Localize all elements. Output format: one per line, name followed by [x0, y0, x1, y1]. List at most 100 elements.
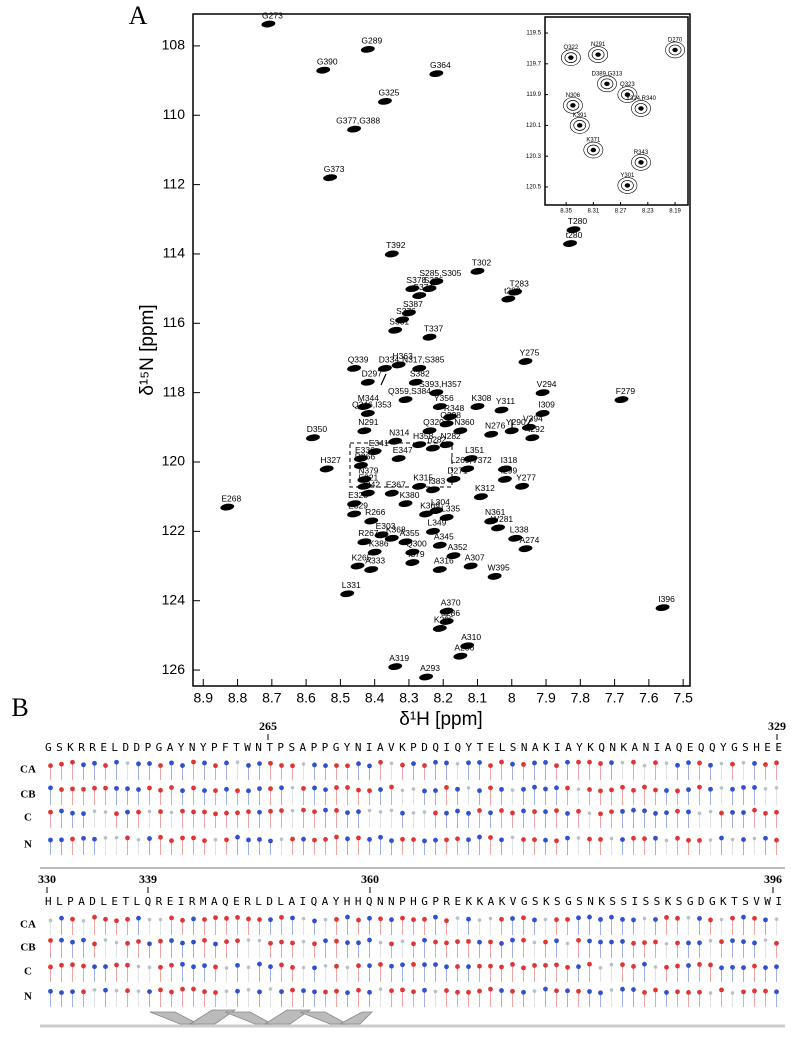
- dot: [752, 836, 757, 841]
- residue-number: 396: [764, 872, 782, 886]
- peak-label: I396: [658, 594, 675, 604]
- dot: [356, 809, 361, 815]
- dot: [158, 809, 163, 815]
- dot: [730, 761, 735, 767]
- x-tick-label: 7.6: [639, 690, 659, 706]
- dot: [521, 965, 526, 971]
- x-tick-label: 8.4: [365, 690, 385, 706]
- dot: [224, 760, 229, 766]
- dot: [741, 837, 746, 842]
- peak: [408, 378, 423, 386]
- peak-label: R343: [634, 150, 649, 156]
- peak: [401, 309, 416, 317]
- dot: [301, 786, 306, 791]
- dot: [268, 808, 273, 814]
- dot: [103, 964, 108, 970]
- dot: [356, 787, 361, 793]
- dot: [158, 917, 163, 922]
- peak-label: I383: [429, 476, 446, 486]
- dot: [191, 964, 196, 970]
- peak-label: D297: [362, 368, 383, 378]
- dot: [543, 760, 548, 765]
- dot: [246, 916, 251, 922]
- dot: [70, 989, 75, 995]
- dot: [444, 918, 449, 924]
- peak: [323, 174, 338, 182]
- dot: [631, 940, 636, 946]
- dot: [290, 987, 295, 993]
- contour-ring: [590, 147, 597, 153]
- dot: [70, 759, 75, 765]
- peak: [453, 652, 468, 660]
- dot: [81, 937, 86, 943]
- peak-label: E328: [348, 490, 368, 500]
- dot: [92, 760, 97, 766]
- peak-label: H358: [413, 431, 434, 441]
- contour-ring: [568, 55, 574, 60]
- dot: [609, 914, 614, 920]
- dot: [774, 917, 779, 921]
- dot: [752, 988, 757, 994]
- dot: [686, 940, 691, 946]
- peak: [668, 44, 682, 56]
- dot: [422, 962, 427, 968]
- dot: [664, 838, 669, 843]
- peak-label: D271: [447, 466, 468, 476]
- peak: [391, 455, 406, 462]
- peak-label: I318: [501, 455, 518, 465]
- dot: [587, 961, 592, 967]
- dot: [114, 918, 119, 924]
- dot: [455, 808, 460, 814]
- peak: [357, 427, 372, 435]
- dot: [510, 810, 515, 816]
- dot: [158, 938, 163, 944]
- dot: [686, 760, 691, 766]
- dot: [422, 763, 427, 768]
- peak-label: t280: [566, 230, 583, 240]
- dot: [356, 835, 361, 841]
- peak-label: Q339: [348, 355, 369, 365]
- dot: [92, 914, 97, 920]
- dot: [433, 810, 438, 816]
- dot: [378, 916, 383, 922]
- dot: [664, 941, 669, 946]
- dot: [224, 837, 229, 843]
- peak-label: F279: [616, 386, 636, 396]
- dot: [323, 989, 328, 995]
- dot: [268, 987, 273, 991]
- peak: [347, 125, 362, 133]
- dot: [147, 761, 152, 766]
- dot: [576, 915, 581, 921]
- peak: [405, 559, 420, 566]
- dot: [191, 809, 196, 815]
- dot: [48, 964, 53, 970]
- dot: [334, 808, 339, 813]
- dot: [345, 914, 350, 920]
- x-tick-label: 8.31: [588, 209, 600, 215]
- peak-label: K312: [475, 483, 495, 493]
- peak-label: L331: [342, 580, 361, 590]
- peak: [439, 514, 454, 521]
- dot: [477, 939, 482, 945]
- peak-label: S285,S305: [419, 268, 461, 278]
- dot: [213, 788, 218, 794]
- contour-ring: [560, 49, 581, 66]
- peak: [614, 396, 629, 403]
- peak: [439, 607, 454, 615]
- peak-label: A286: [454, 642, 474, 652]
- dot: [653, 787, 658, 793]
- dot: [752, 963, 757, 969]
- dot: [708, 809, 713, 814]
- x-axis-label: δ¹H [ppm]: [399, 709, 482, 730]
- dot: [323, 917, 328, 922]
- peak: [634, 103, 648, 114]
- peak: [446, 552, 461, 560]
- dot: [279, 763, 284, 768]
- dot: [169, 810, 174, 815]
- dot: [499, 808, 504, 813]
- dot: [125, 786, 130, 792]
- x-tick-label: 8.27: [615, 209, 627, 215]
- peak: [374, 531, 389, 539]
- peak-label: A370: [441, 597, 461, 607]
- residue-number: 329: [768, 719, 786, 733]
